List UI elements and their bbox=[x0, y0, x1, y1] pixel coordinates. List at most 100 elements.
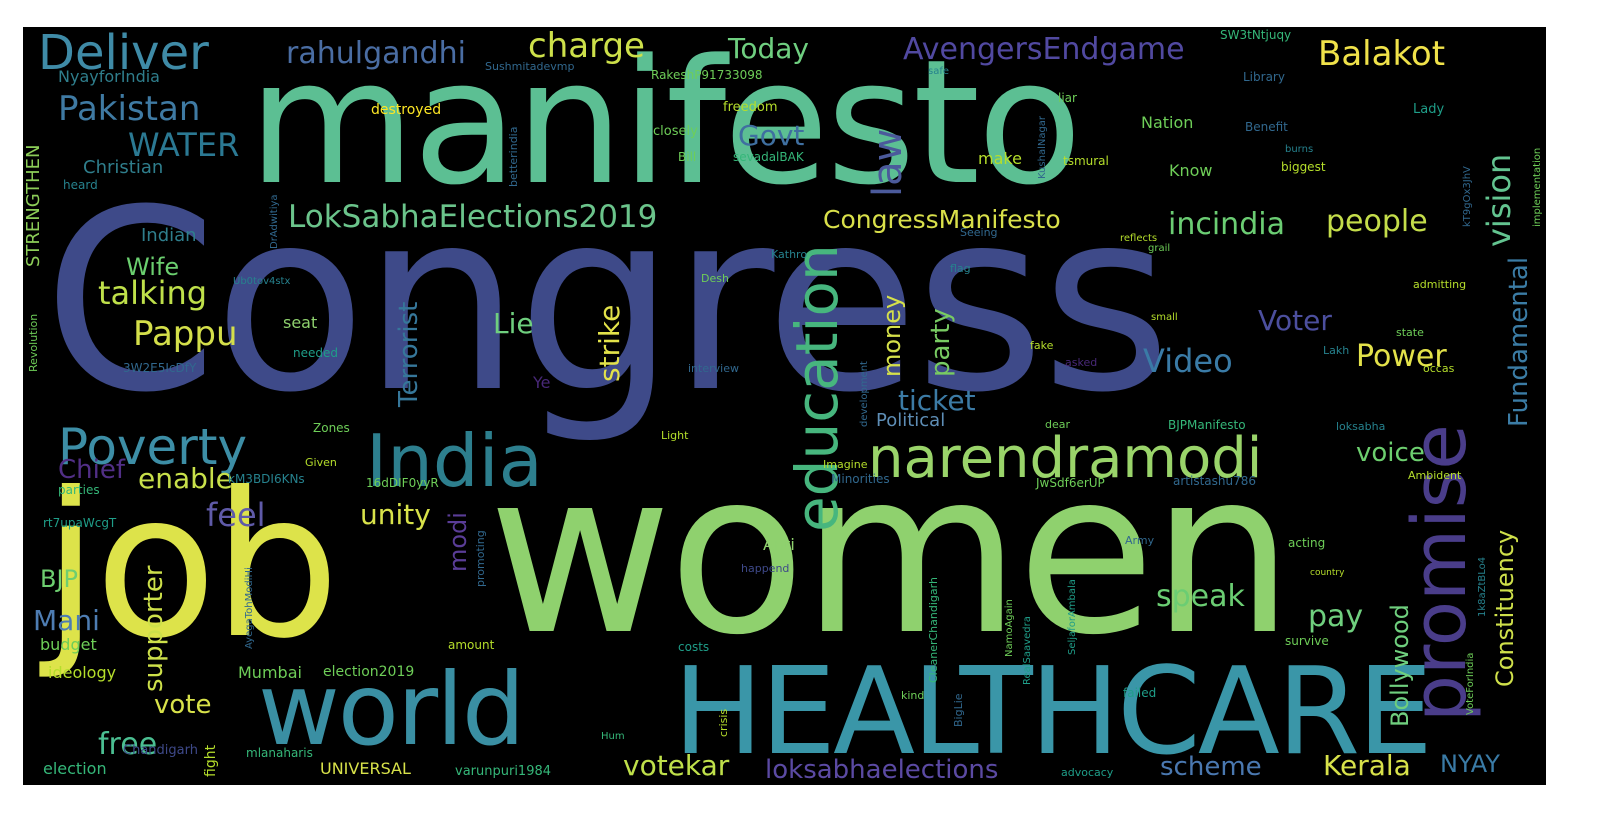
word-balakot: Balakot bbox=[1318, 34, 1446, 74]
word-seeing: Seeing bbox=[960, 226, 998, 239]
word-avengersendgame: AvengersEndgame bbox=[903, 32, 1185, 67]
word-kerala: Kerala bbox=[1323, 749, 1411, 782]
word-election: election bbox=[43, 759, 107, 778]
word-indian: Indian bbox=[141, 225, 197, 246]
word-cloud: Congress women manifesto job HEALTHCARE … bbox=[23, 27, 1546, 785]
word-kind: kind bbox=[901, 689, 925, 702]
word-seat: seat bbox=[283, 313, 318, 332]
word-state: state bbox=[1396, 326, 1424, 339]
word-happend: happend bbox=[741, 562, 790, 575]
word-costs: costs bbox=[678, 640, 710, 654]
word-political: Political bbox=[876, 410, 946, 431]
word-universal: UNIVERSAL bbox=[320, 759, 411, 778]
word-lady: Lady bbox=[1413, 102, 1445, 117]
word-failed: failed bbox=[1123, 686, 1157, 700]
word-ub0tov4stx: Ub0tov4stx bbox=[233, 276, 291, 287]
word-occas: occas bbox=[1423, 362, 1455, 375]
word-constituency: Constituency bbox=[1491, 529, 1519, 687]
word-unity: unity bbox=[360, 498, 431, 531]
word-healthcare: HEALTHCARE bbox=[673, 643, 1433, 782]
word-bjpmanifesto: BJPManifesto bbox=[1168, 418, 1246, 432]
word-rahulgandhi: rahulgandhi bbox=[286, 36, 466, 71]
word-talking: talking bbox=[98, 274, 208, 312]
word-rt7upawcgt: rt7upaWcgT bbox=[43, 516, 117, 530]
word-ideology: ideology bbox=[48, 663, 117, 682]
word-ye: Ye bbox=[533, 373, 551, 392]
word-fight: fight bbox=[203, 744, 219, 777]
word-betterindia: betterindia bbox=[507, 126, 520, 187]
word-nation: Nation bbox=[1141, 113, 1194, 132]
word-kathro: Kathro bbox=[771, 248, 808, 261]
word-mumbai: Mumbai bbox=[238, 663, 302, 682]
word-library: Library bbox=[1243, 70, 1285, 84]
word-education: education bbox=[783, 244, 851, 532]
word-jwsdf6erup: JwSdf6erUP bbox=[1036, 476, 1105, 490]
word-biglie: BigLie bbox=[952, 693, 965, 727]
word-hum: Hum bbox=[601, 731, 625, 742]
word-law: law bbox=[865, 128, 911, 197]
word-world: world bbox=[258, 651, 525, 768]
word-enable: enable bbox=[138, 462, 233, 495]
word-safe: safe bbox=[928, 66, 950, 77]
word-vision: vision bbox=[1480, 153, 1518, 247]
word-admitting: admitting bbox=[1413, 278, 1467, 291]
word-given: Given bbox=[305, 456, 337, 469]
word-crisis: crisis bbox=[717, 708, 730, 737]
word-voice: voice bbox=[1356, 438, 1425, 468]
word-election2019: election2019 bbox=[323, 664, 415, 680]
word-bollywood: Bollywood bbox=[1386, 604, 1414, 727]
word-benefit: Benefit bbox=[1245, 120, 1288, 134]
word-charge: charge bbox=[528, 27, 645, 66]
word-zones: Zones bbox=[313, 421, 350, 435]
word-congressmanifesto: CongressManifesto bbox=[823, 205, 1061, 234]
word-mani: Mani bbox=[33, 604, 100, 637]
word-ticket: ticket bbox=[898, 384, 976, 417]
word-people: people bbox=[1326, 204, 1428, 239]
word-promoting: promoting bbox=[474, 530, 487, 587]
word-loksabhaelections: loksabhaelections bbox=[765, 755, 999, 785]
word-km3bdi6kns: kM3BDI6KNs bbox=[228, 472, 305, 486]
word-incindia: incindia bbox=[1168, 207, 1285, 242]
word-16ddif0yyr: 16dDIF0yyR bbox=[366, 476, 439, 490]
word-loksabha: loksabha bbox=[1336, 420, 1386, 433]
word-1k8aztblo4: 1k8aZtBLo4 bbox=[1477, 556, 1488, 617]
word-dear: dear bbox=[1045, 418, 1071, 431]
word-advocacy: advocacy bbox=[1061, 766, 1114, 779]
word-party: party bbox=[926, 308, 956, 377]
word-water: WATER bbox=[128, 126, 240, 164]
word-lie: Lie bbox=[493, 307, 534, 340]
word-loksabhaelections2019: LokSabhaElections2019 bbox=[288, 199, 658, 235]
word-poverty: Poverty bbox=[58, 418, 248, 476]
word-ayegatohmodihi: AyegaTohModiHi bbox=[244, 567, 255, 649]
word-army: Army bbox=[1125, 534, 1155, 547]
word-light: Light bbox=[661, 429, 689, 442]
word-pappu: Pappu bbox=[133, 314, 238, 354]
word-dradwitiya: DrAdwitiya bbox=[269, 194, 280, 249]
word-destroyed: destroyed bbox=[371, 102, 442, 118]
word-asked: asked bbox=[1065, 356, 1098, 369]
word-fake: fake bbox=[1030, 339, 1054, 352]
word-varunpuri1984: varunpuri1984 bbox=[455, 764, 552, 779]
word-acting: acting bbox=[1288, 536, 1326, 550]
word-christian: Christian bbox=[83, 157, 164, 178]
word-wife: Wife bbox=[126, 253, 180, 281]
word-liar: liar bbox=[1058, 91, 1077, 105]
word-votekar: votekar bbox=[623, 749, 730, 782]
word-closely: closely bbox=[653, 124, 698, 139]
word-grail: grail bbox=[1148, 243, 1171, 254]
word-speak: speak bbox=[1156, 579, 1245, 614]
word-implementation: implementation bbox=[1532, 147, 1543, 227]
word-lakh: Lakh bbox=[1323, 344, 1350, 357]
word-power: Power bbox=[1356, 339, 1447, 374]
word-voteforindia: VoteForIndia bbox=[1465, 652, 1476, 715]
word-sushmitadevmp: Sushmitadevmp bbox=[485, 60, 575, 73]
word-voter: Voter bbox=[1258, 304, 1332, 337]
word-bjp: BJP bbox=[40, 565, 79, 593]
word-scheme: scheme bbox=[1160, 752, 1262, 782]
word-money: money bbox=[878, 294, 906, 377]
word-modi: modi bbox=[444, 512, 472, 572]
word-anti: Anti bbox=[763, 535, 795, 554]
word-terrorist: Terrorist bbox=[394, 301, 424, 407]
word-pakistan: Pakistan bbox=[58, 89, 201, 129]
word-strengthen: STRENGTHEN bbox=[23, 144, 44, 267]
